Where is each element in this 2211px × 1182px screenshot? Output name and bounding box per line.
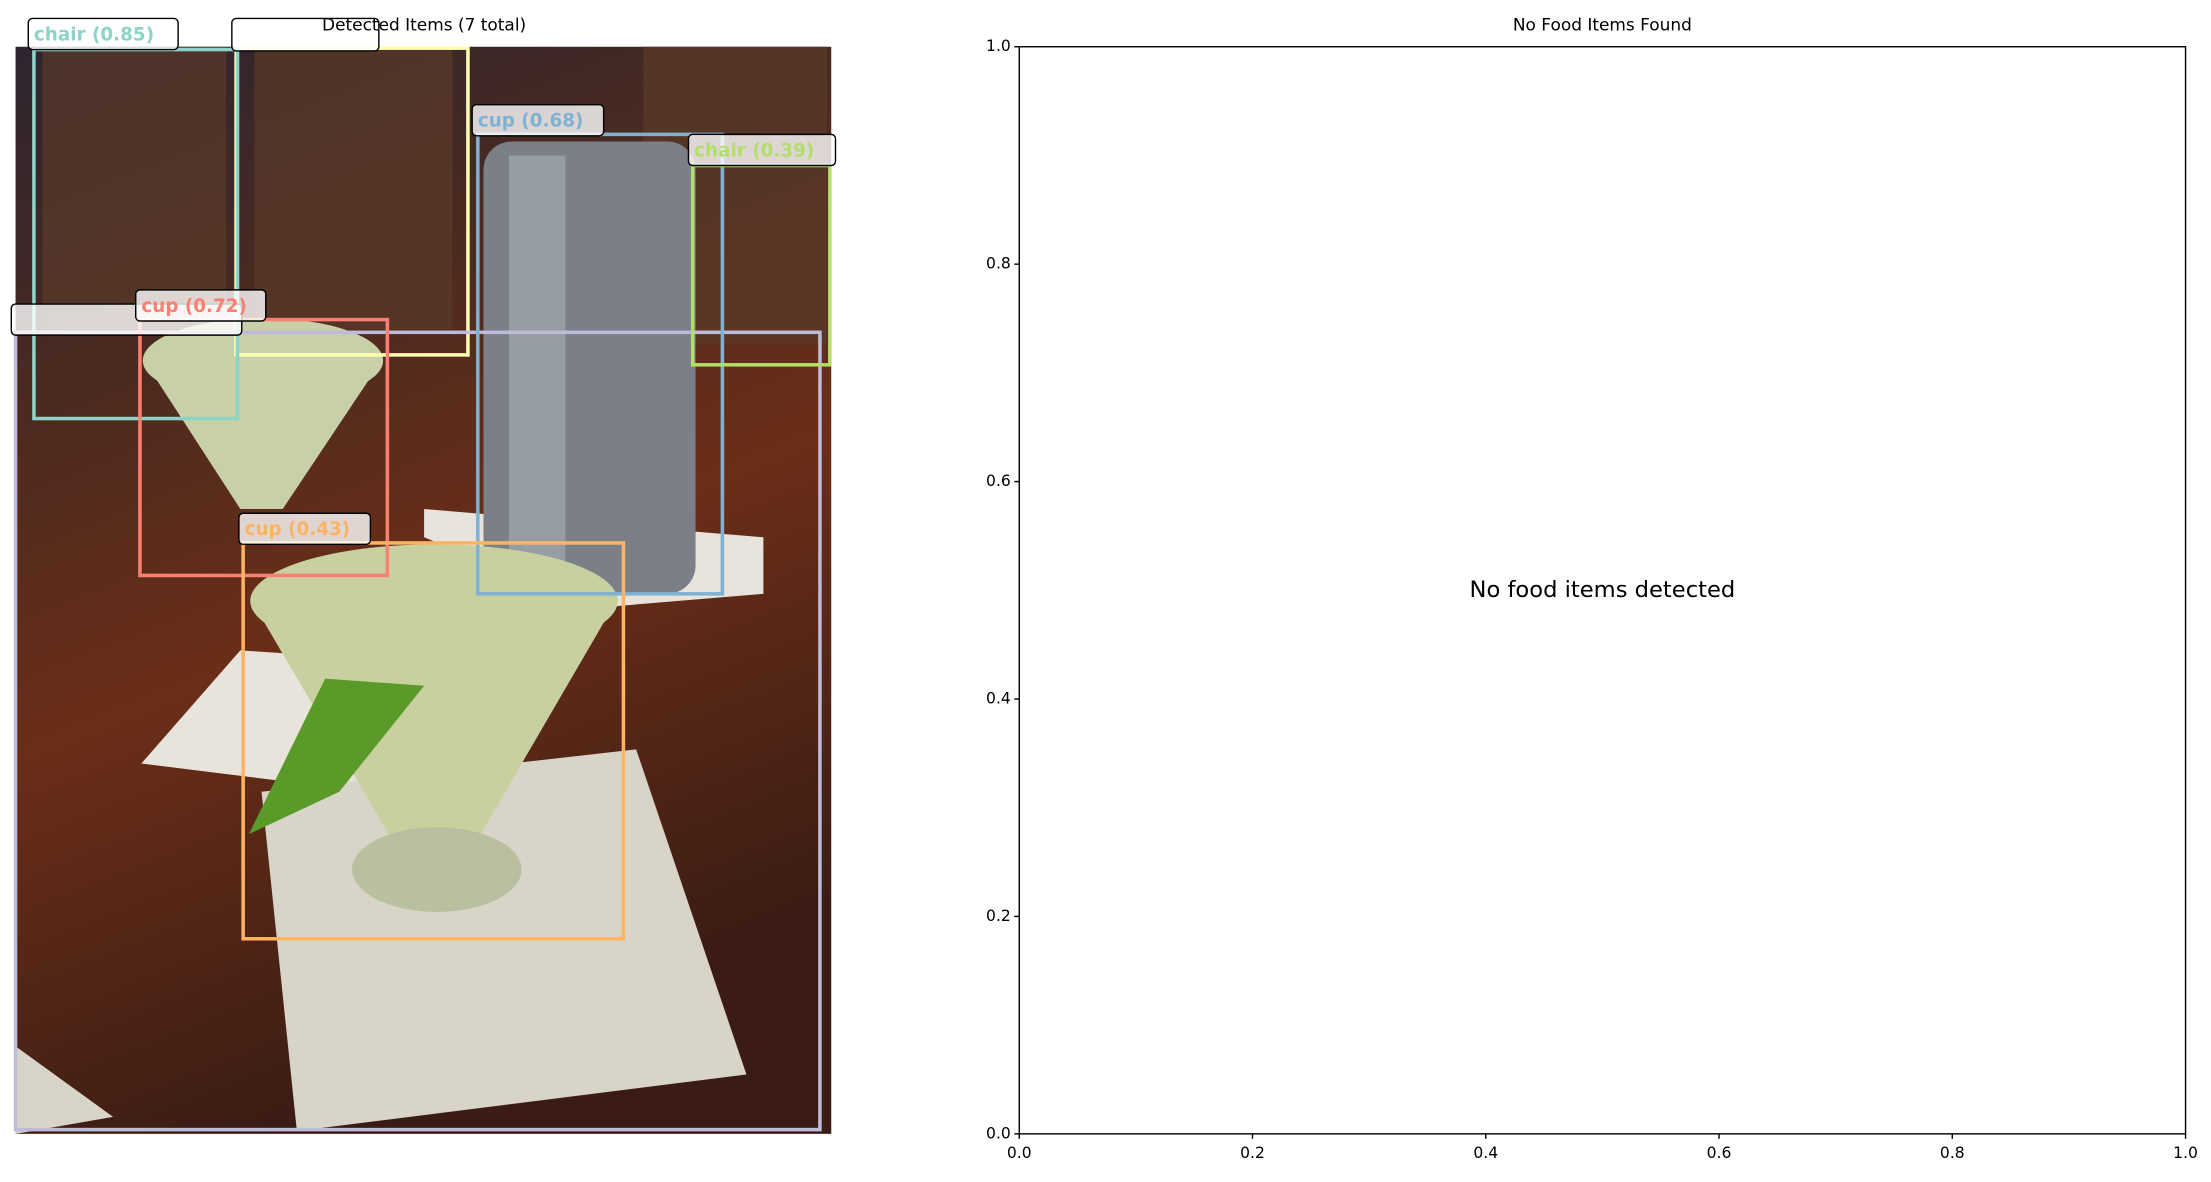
y-tick-label: 1.0	[986, 37, 1011, 55]
label-box	[231, 17, 380, 52]
panel-title: Detected Items (7 total)	[322, 15, 526, 35]
detection-box	[241, 541, 626, 941]
x-tick-label: 1.0	[2173, 1144, 2198, 1162]
detection-box	[13, 330, 822, 1132]
label-box	[135, 289, 267, 322]
x-tick-label: 0.2	[1240, 1144, 1265, 1162]
y-tick-label: 0.4	[986, 690, 1011, 708]
detection-label: cup (0.68)	[478, 111, 584, 132]
label-box	[687, 133, 837, 167]
y-tick-label: 0.2	[986, 907, 1011, 925]
panel-title: No Food Items Found	[1513, 15, 1692, 35]
x-tick-label: 0.8	[1940, 1144, 1965, 1162]
label-box	[27, 17, 179, 51]
y-tick-label: 0.8	[986, 255, 1011, 273]
photo	[15, 46, 832, 1134]
x-tick-label: 0.6	[1707, 1144, 1732, 1162]
y-tick-label: 0.6	[986, 472, 1011, 490]
detection-label: cup (0.72)	[141, 296, 247, 317]
label-box	[471, 103, 605, 137]
x-tick-label: 0.4	[1473, 1144, 1498, 1162]
detection-label: chair (0.39)	[694, 140, 814, 161]
label-box	[238, 512, 372, 546]
annotation: No food items detected	[1470, 577, 1736, 603]
detection-label: chair (0.85)	[34, 24, 154, 45]
axes-frame	[1018, 46, 2187, 1135]
x-tick-label: 0.0	[1007, 1144, 1032, 1162]
detection-label: cup (0.43)	[245, 519, 351, 540]
y-tick-label: 0.0	[986, 1124, 1011, 1142]
